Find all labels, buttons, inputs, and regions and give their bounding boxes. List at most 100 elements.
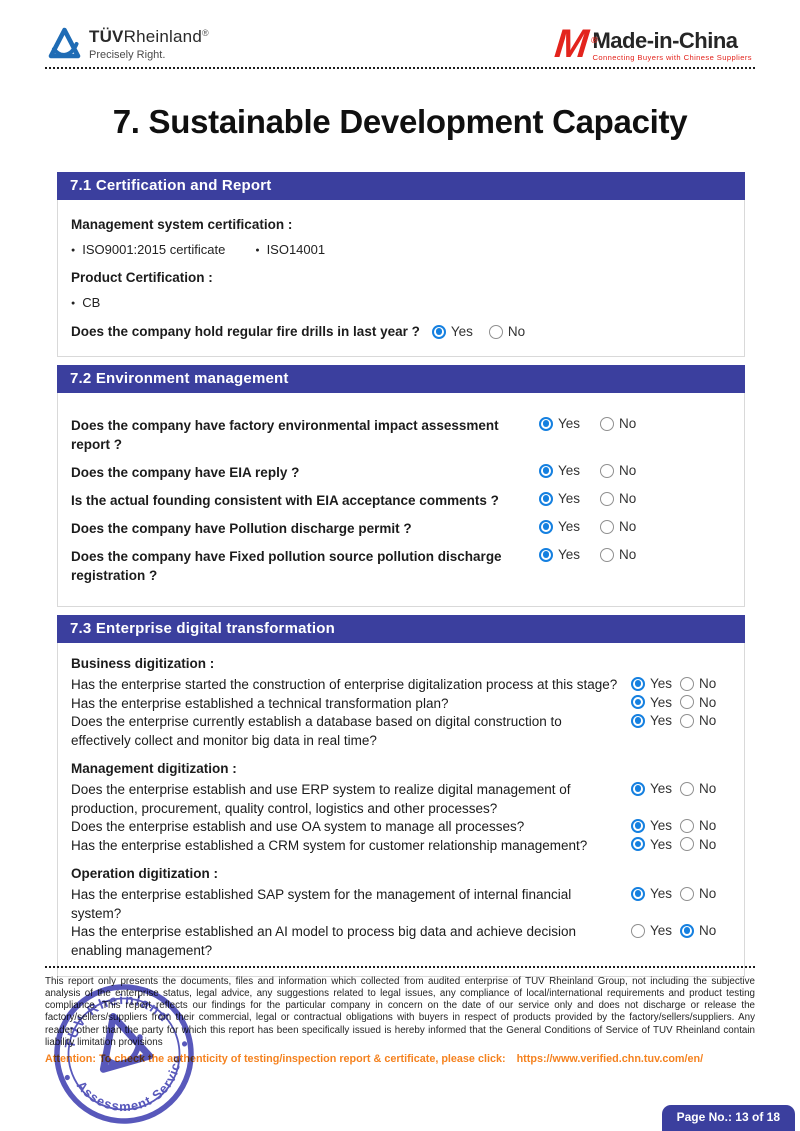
- radio-option-yes[interactable]: Yes: [631, 676, 672, 691]
- radio-no-icon: [680, 837, 695, 851]
- radio-option-no[interactable]: No: [488, 324, 525, 339]
- radio-yes-label: Yes: [650, 923, 673, 938]
- radio-option-no[interactable]: No: [600, 519, 636, 534]
- radio-yes-icon: [631, 886, 645, 901]
- radio-no-label: No: [699, 818, 717, 833]
- radio-option-yes[interactable]: Yes: [539, 463, 580, 478]
- question-text: Does the company hold regular fire drill…: [71, 324, 420, 339]
- radio-option-yes[interactable]: Yes: [631, 695, 672, 710]
- section-content: Management system certification : ISO9001…: [57, 200, 745, 357]
- question-text: Does the company have Fixed pollution so…: [71, 549, 502, 583]
- question-row: Is the actual founding consistent with E…: [71, 491, 730, 510]
- radio-no-icon: [600, 463, 615, 478]
- verification-link[interactable]: https://www.verified.chn.tuv.com/en/: [516, 1052, 704, 1065]
- radio-no-icon: [600, 416, 615, 431]
- radio-yes-label: Yes: [558, 519, 581, 534]
- radio-option-yes[interactable]: Yes: [631, 781, 672, 796]
- question-text: Does the enterprise establish and use OA…: [71, 819, 525, 834]
- page-title: 7. Sustainable Development Capacity: [112, 103, 688, 140]
- radio-no-icon: [600, 519, 615, 534]
- radio-yes-label: Yes: [450, 324, 473, 339]
- radio-yes-label: Yes: [650, 676, 673, 691]
- tuv-rheinland-logo: TÜVRheinland® Precisely Right.: [48, 27, 209, 61]
- question-text: Does the company have factory environmen…: [71, 418, 499, 452]
- radio-option-no[interactable]: No: [600, 491, 636, 506]
- radio-option-no[interactable]: No: [600, 416, 636, 431]
- section-content: Does the company have factory environmen…: [57, 393, 745, 607]
- radio-no-label: No: [699, 836, 717, 852]
- question-row: Has the enterprise established a technic…: [71, 695, 730, 714]
- radio-option-no[interactable]: No: [680, 676, 716, 691]
- radio-option-no[interactable]: No: [680, 695, 716, 710]
- radio-no-icon: [680, 886, 695, 901]
- radio-option-no[interactable]: No: [680, 713, 716, 728]
- radio-yes-label: Yes: [650, 713, 673, 728]
- radio-option-no[interactable]: No: [600, 463, 636, 478]
- radio-group: Yes No: [631, 923, 730, 938]
- question-text: Does the enterprise currently establish …: [71, 714, 562, 748]
- field-label: Operation digitization :: [71, 866, 218, 881]
- question-row: Does the company hold regular fire drill…: [71, 324, 730, 339]
- question-row: Does the company have Pollution discharg…: [71, 519, 730, 538]
- radio-group: Yes No: [631, 886, 730, 901]
- radio-yes-icon: [631, 695, 645, 709]
- mic-brand-name: Made-in-China: [592, 28, 738, 53]
- radio-yes-icon: [539, 519, 553, 534]
- section-header: 7.2 Environment management: [57, 365, 745, 393]
- radio-no-icon: [600, 491, 615, 506]
- radio-no-label: No: [699, 781, 717, 796]
- radio-option-yes[interactable]: Yes: [631, 713, 672, 728]
- section-header: 7.3 Enterprise digital transformation: [57, 615, 745, 643]
- field-label: Product Certification :: [71, 270, 213, 285]
- radio-option-yes[interactable]: Yes: [539, 519, 580, 534]
- radio-no-icon: [680, 818, 695, 833]
- radio-no-label: No: [619, 547, 637, 562]
- radio-option-yes[interactable]: Yes: [539, 547, 580, 562]
- question-row: Has the enterprise established SAP syste…: [71, 886, 730, 923]
- radio-no-label: No: [619, 519, 637, 534]
- radio-option-no[interactable]: No: [680, 886, 716, 901]
- radio-yes-label: Yes: [650, 818, 673, 833]
- section-7.1: 7.1 Certification and Report Management s…: [57, 172, 745, 357]
- radio-group: Yes No: [631, 837, 730, 852]
- radio-group: Yes No: [431, 324, 525, 339]
- radio-yes-label: Yes: [558, 463, 581, 478]
- radio-no-label: No: [699, 694, 717, 710]
- field-label: Management system certification :: [71, 217, 293, 232]
- radio-option-yes[interactable]: Yes: [631, 818, 672, 833]
- radio-no-icon: [680, 695, 695, 709]
- radio-option-no[interactable]: No: [600, 547, 636, 562]
- radio-group: Yes No: [631, 781, 730, 796]
- attention-line: Attention: To check the authenticity of …: [45, 1053, 755, 1065]
- tuv-brand-name: TÜVRheinland®: [89, 27, 209, 46]
- radio-yes-icon: [431, 324, 446, 339]
- tuv-triangle-icon: [48, 27, 81, 59]
- radio-option-yes[interactable]: Yes: [431, 324, 473, 339]
- radio-group: Yes No: [539, 491, 730, 506]
- radio-option-yes[interactable]: Yes: [631, 886, 672, 901]
- question-row: Has the enterprise started the construct…: [71, 676, 730, 695]
- radio-group: Yes No: [539, 547, 730, 562]
- mic-tagline: Connecting Buyers with Chinese Suppliers: [592, 53, 752, 62]
- radio-option-no[interactable]: No: [680, 923, 716, 938]
- question-row: Does the company have Fixed pollution so…: [71, 547, 730, 585]
- radio-yes-label: Yes: [650, 886, 673, 901]
- radio-option-yes[interactable]: Yes: [539, 491, 580, 506]
- section-7.3: 7.3 Enterprise digital transformation Bus…: [57, 615, 745, 977]
- radio-yes-label: Yes: [650, 836, 673, 852]
- radio-option-yes[interactable]: Yes: [631, 923, 672, 938]
- radio-option-no[interactable]: No: [680, 781, 716, 796]
- question-text: Has the enterprise started the construct…: [71, 677, 618, 692]
- tuv-tagline: Precisely Right.: [89, 49, 166, 61]
- mic-m-icon: M ®: [552, 22, 597, 66]
- radio-option-yes[interactable]: Yes: [539, 416, 580, 431]
- radio-option-no[interactable]: No: [680, 837, 716, 852]
- radio-option-yes[interactable]: Yes: [631, 837, 672, 852]
- radio-group: Yes No: [631, 676, 730, 691]
- radio-option-no[interactable]: No: [680, 818, 716, 833]
- radio-yes-label: Yes: [558, 547, 581, 562]
- mic-logo-text: Made-in-China Connecting Buyers with Chi…: [592, 28, 752, 63]
- field-label: Management digitization :: [71, 761, 237, 776]
- field-label: Business digitization :: [71, 656, 215, 671]
